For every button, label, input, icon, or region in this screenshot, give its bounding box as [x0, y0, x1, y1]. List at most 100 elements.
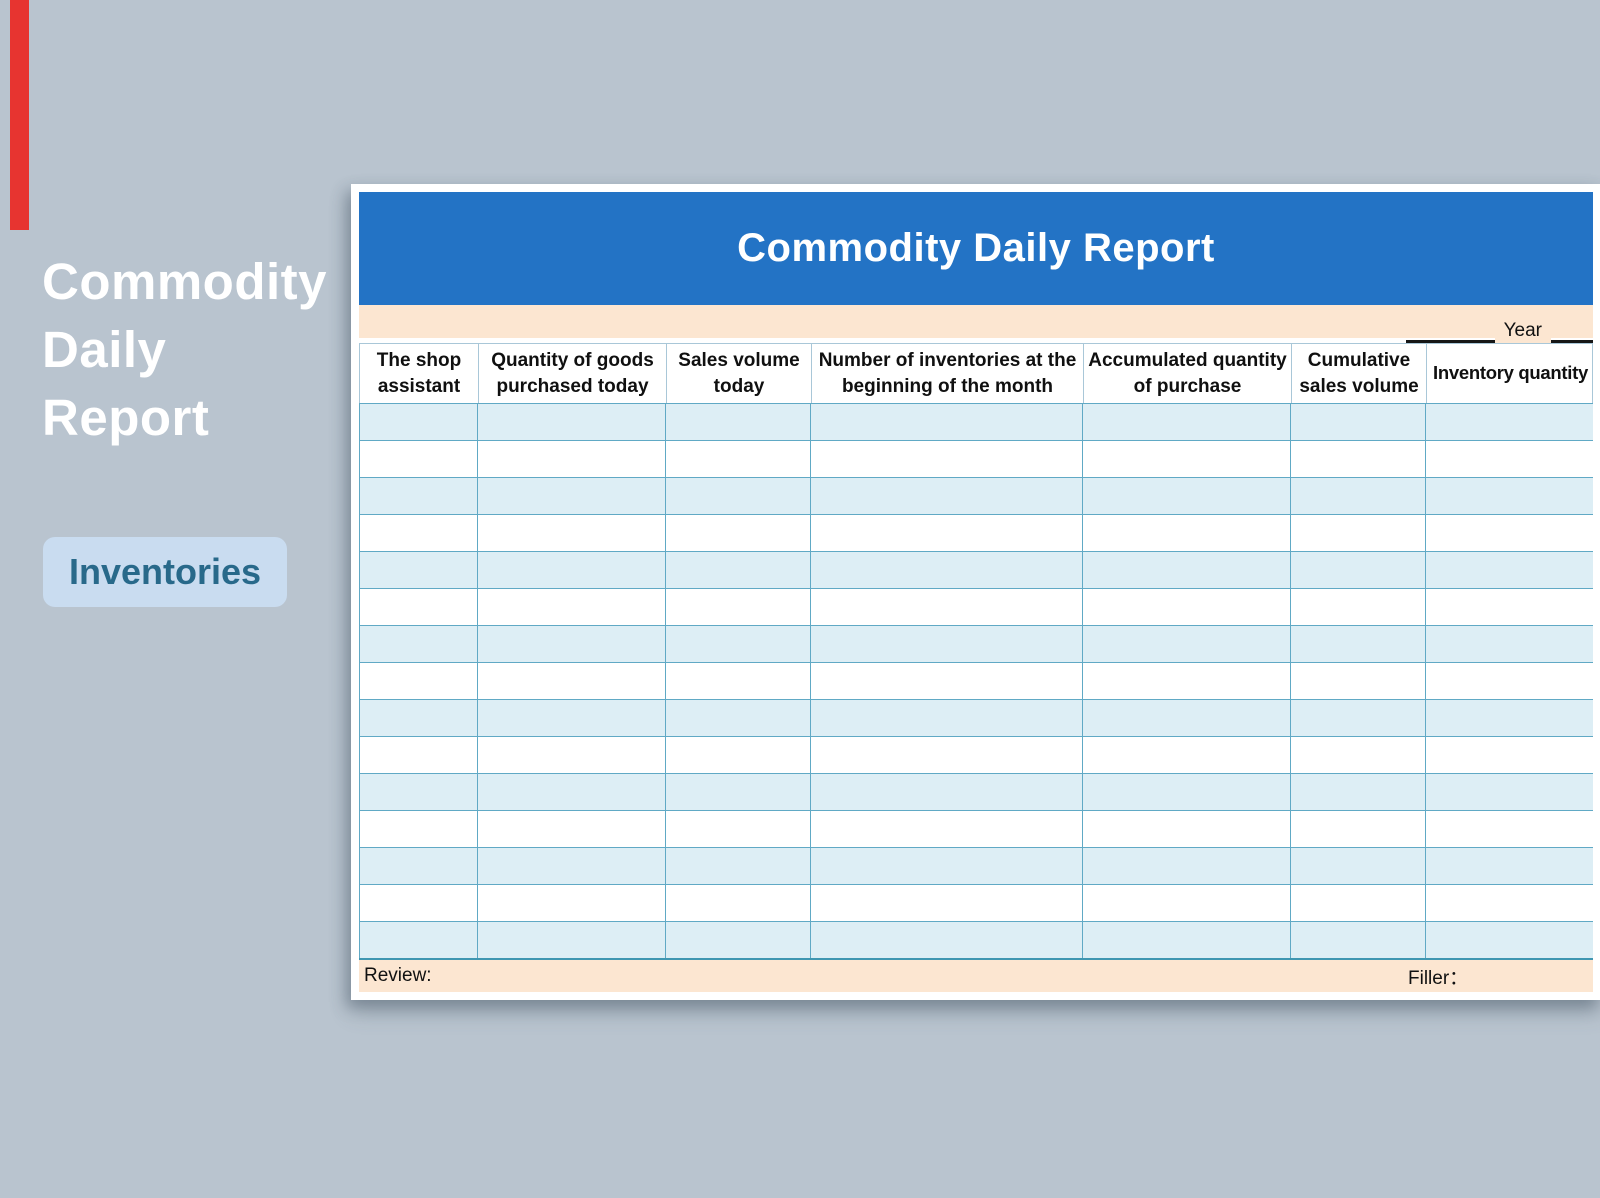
table-cell[interactable] [811, 404, 1083, 440]
table-cell[interactable] [359, 922, 478, 958]
table-cell[interactable] [1291, 552, 1426, 588]
table-cell[interactable] [811, 848, 1083, 884]
table-cell[interactable] [359, 885, 478, 921]
table-cell[interactable] [666, 663, 811, 699]
table-cell[interactable] [359, 478, 478, 514]
table-cell[interactable] [478, 922, 666, 958]
table-cell[interactable] [666, 737, 811, 773]
table-cell[interactable] [1083, 478, 1291, 514]
table-cell[interactable] [359, 848, 478, 884]
table-cell[interactable] [811, 626, 1083, 662]
table-cell[interactable] [1426, 848, 1593, 884]
table-cell[interactable] [1426, 626, 1593, 662]
table-cell[interactable] [1291, 700, 1426, 736]
table-cell[interactable] [1083, 811, 1291, 847]
table-cell[interactable] [1291, 848, 1426, 884]
table-cell[interactable] [666, 552, 811, 588]
table-cell[interactable] [478, 404, 666, 440]
table-cell[interactable] [1291, 478, 1426, 514]
table-cell[interactable] [1426, 922, 1593, 958]
table-cell[interactable] [1083, 885, 1291, 921]
table-cell[interactable] [666, 404, 811, 440]
table-cell[interactable] [666, 441, 811, 477]
table-cell[interactable] [811, 552, 1083, 588]
table-cell[interactable] [1426, 404, 1593, 440]
table-cell[interactable] [1083, 441, 1291, 477]
table-cell[interactable] [666, 515, 811, 551]
table-cell[interactable] [478, 737, 666, 773]
table-cell[interactable] [478, 663, 666, 699]
table-cell[interactable] [666, 885, 811, 921]
table-cell[interactable] [1083, 404, 1291, 440]
table-cell[interactable] [1426, 885, 1593, 921]
table-cell[interactable] [1426, 700, 1593, 736]
table-cell[interactable] [1426, 737, 1593, 773]
table-cell[interactable] [1083, 663, 1291, 699]
table-cell[interactable] [478, 848, 666, 884]
table-cell[interactable] [359, 441, 478, 477]
table-cell[interactable] [1426, 663, 1593, 699]
table-cell[interactable] [359, 774, 478, 810]
table-cell[interactable] [1291, 811, 1426, 847]
table-cell[interactable] [1291, 774, 1426, 810]
table-cell[interactable] [478, 515, 666, 551]
table-cell[interactable] [478, 589, 666, 625]
table-cell[interactable] [666, 478, 811, 514]
table-cell[interactable] [1083, 848, 1291, 884]
table-cell[interactable] [1083, 737, 1291, 773]
table-cell[interactable] [811, 922, 1083, 958]
table-cell[interactable] [1083, 774, 1291, 810]
table-cell[interactable] [1426, 441, 1593, 477]
table-cell[interactable] [811, 441, 1083, 477]
table-cell[interactable] [359, 589, 478, 625]
table-cell[interactable] [666, 774, 811, 810]
inventories-tag[interactable]: Inventories [43, 537, 288, 607]
table-cell[interactable] [666, 922, 811, 958]
table-cell[interactable] [1083, 515, 1291, 551]
table-cell[interactable] [666, 848, 811, 884]
table-cell[interactable] [359, 515, 478, 551]
table-cell[interactable] [1083, 922, 1291, 958]
table-cell[interactable] [1426, 552, 1593, 588]
table-cell[interactable] [1291, 626, 1426, 662]
table-cell[interactable] [811, 774, 1083, 810]
table-cell[interactable] [1426, 589, 1593, 625]
table-cell[interactable] [1291, 589, 1426, 625]
table-cell[interactable] [1083, 552, 1291, 588]
table-cell[interactable] [1083, 589, 1291, 625]
table-cell[interactable] [359, 552, 478, 588]
table-cell[interactable] [478, 478, 666, 514]
table-cell[interactable] [478, 552, 666, 588]
table-cell[interactable] [811, 478, 1083, 514]
table-cell[interactable] [811, 811, 1083, 847]
table-cell[interactable] [811, 700, 1083, 736]
table-cell[interactable] [1291, 663, 1426, 699]
table-cell[interactable] [478, 700, 666, 736]
table-cell[interactable] [1426, 774, 1593, 810]
table-cell[interactable] [666, 811, 811, 847]
table-cell[interactable] [478, 774, 666, 810]
table-cell[interactable] [359, 737, 478, 773]
table-cell[interactable] [1291, 885, 1426, 921]
table-cell[interactable] [1426, 515, 1593, 551]
table-cell[interactable] [359, 404, 478, 440]
table-cell[interactable] [811, 663, 1083, 699]
table-cell[interactable] [359, 626, 478, 662]
table-cell[interactable] [359, 700, 478, 736]
table-cell[interactable] [1291, 515, 1426, 551]
table-cell[interactable] [478, 441, 666, 477]
table-cell[interactable] [666, 589, 811, 625]
table-cell[interactable] [1426, 811, 1593, 847]
table-cell[interactable] [1083, 700, 1291, 736]
table-cell[interactable] [1291, 441, 1426, 477]
table-cell[interactable] [478, 626, 666, 662]
table-cell[interactable] [1426, 478, 1593, 514]
table-cell[interactable] [811, 515, 1083, 551]
table-cell[interactable] [1291, 404, 1426, 440]
table-cell[interactable] [811, 589, 1083, 625]
table-cell[interactable] [1291, 922, 1426, 958]
table-cell[interactable] [478, 811, 666, 847]
table-cell[interactable] [359, 663, 478, 699]
table-cell[interactable] [359, 811, 478, 847]
table-cell[interactable] [666, 700, 811, 736]
